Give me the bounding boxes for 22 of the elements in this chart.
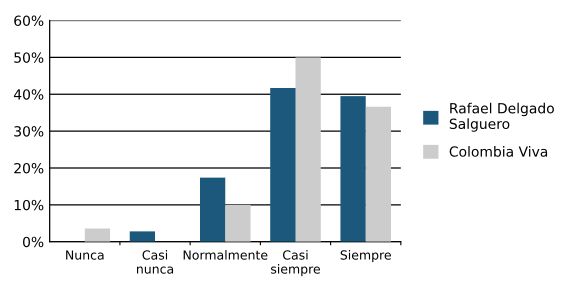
legend-label: Rafael Delgado Salguero bbox=[450, 102, 554, 132]
y-tick-label: 0% bbox=[23, 236, 44, 248]
x-tick-label: Normalmente bbox=[184, 250, 268, 260]
bar bbox=[340, 96, 366, 242]
x-tick-label: Casi siempre bbox=[271, 250, 320, 276]
x-tick-label: Nunca bbox=[66, 250, 104, 260]
y-tick-label: 50% bbox=[14, 52, 44, 63]
bar bbox=[270, 88, 296, 242]
x-tick-label: Siempre bbox=[340, 250, 391, 262]
x-tick-label: Casi nunca bbox=[137, 250, 174, 274]
y-tick-label: 10% bbox=[14, 200, 44, 210]
legend-label: Colombia Viva bbox=[450, 146, 548, 157]
bar bbox=[366, 106, 392, 242]
bar bbox=[225, 204, 251, 242]
y-tick-label: 60% bbox=[14, 15, 44, 26]
bar bbox=[295, 57, 321, 242]
bar bbox=[200, 178, 226, 242]
y-tick-label: 30% bbox=[14, 126, 44, 137]
bar bbox=[130, 231, 156, 242]
y-tick-label: 20% bbox=[14, 162, 44, 174]
y-tick-label: 40% bbox=[14, 89, 44, 100]
bar bbox=[84, 228, 110, 242]
